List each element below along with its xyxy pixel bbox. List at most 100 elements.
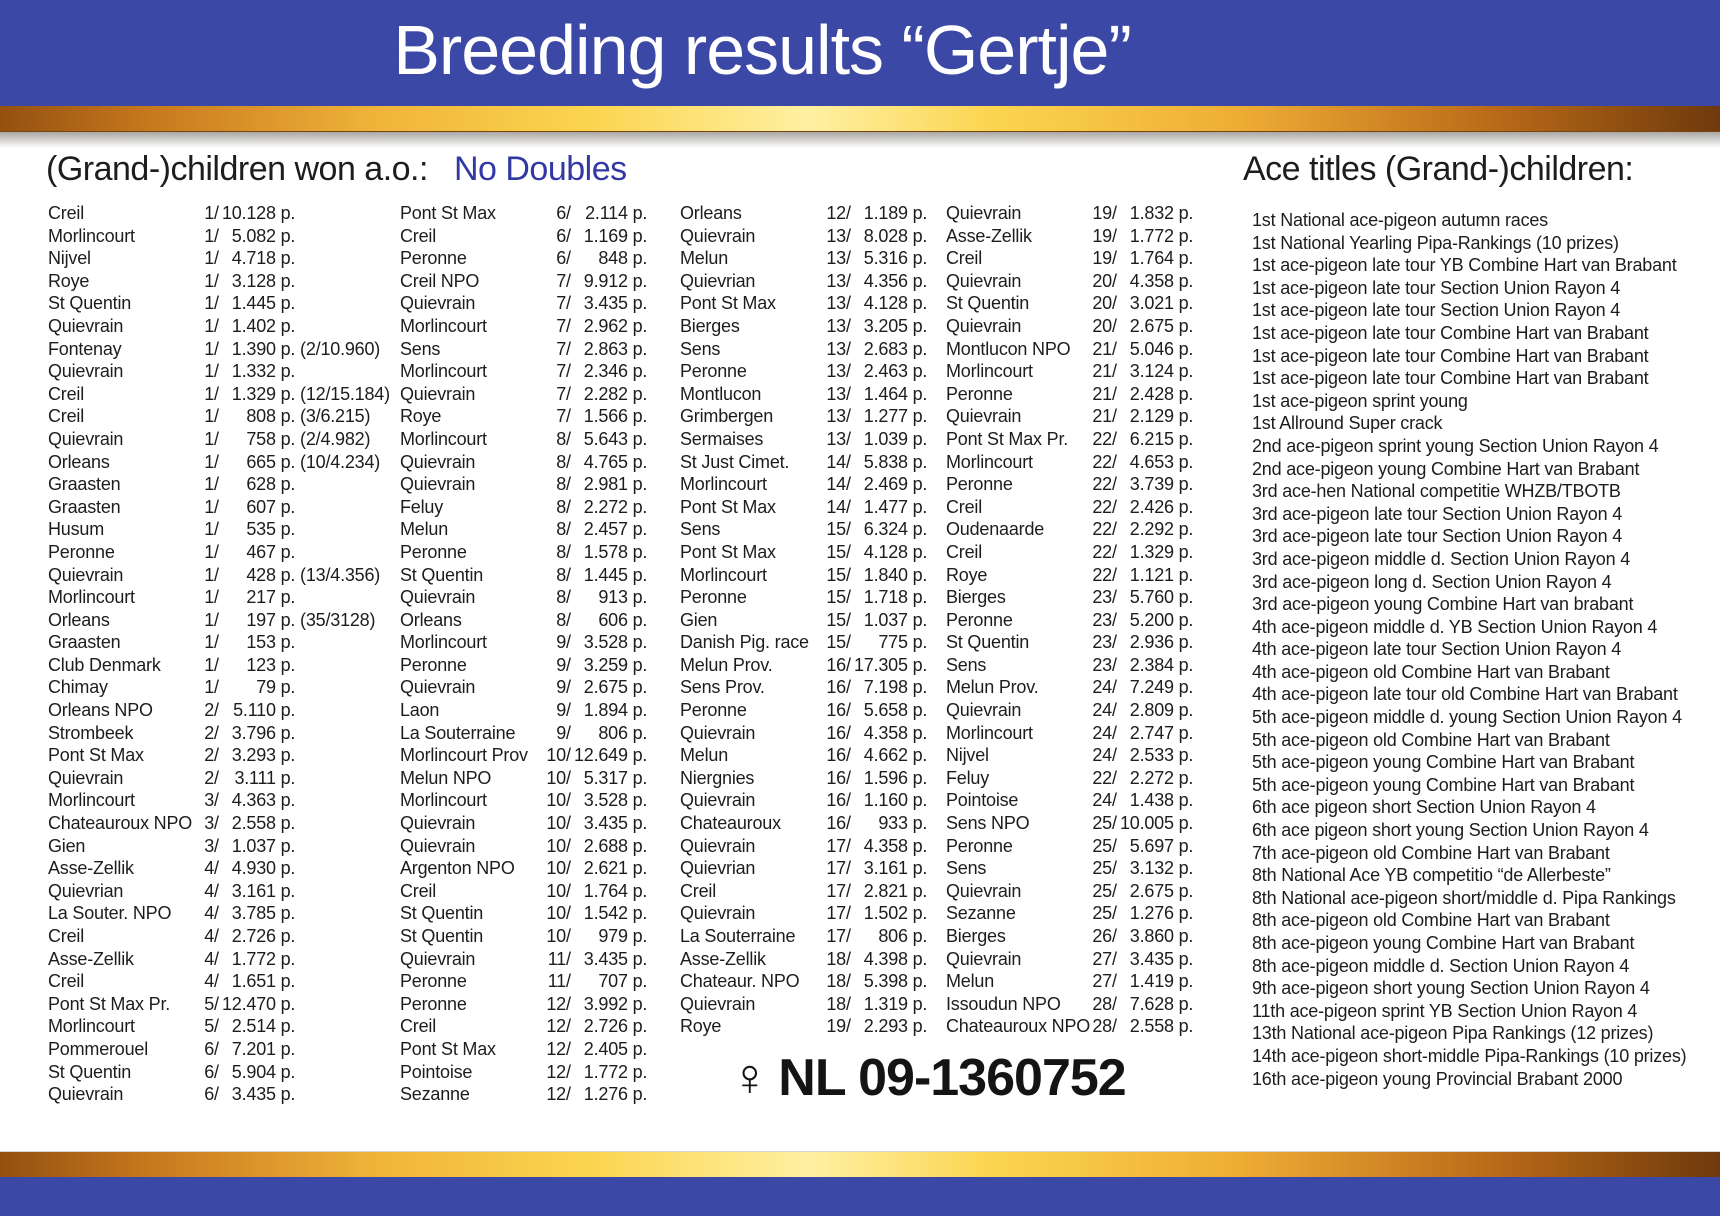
race-name: Niergnies	[680, 767, 755, 788]
race-name: Roye	[680, 1016, 722, 1037]
result-row: Quievrain 1/ 758 p. (2/4.982)	[48, 428, 390, 451]
prize-position: 8	[556, 496, 566, 517]
race-name: Creil	[400, 880, 437, 901]
prize-position: 10	[546, 790, 566, 811]
unit-label: p.	[907, 406, 928, 427]
ace-title-item: 5th ace-pigeon old Combine Hart van Brab…	[1252, 729, 1610, 750]
unit-label: p.	[907, 315, 928, 336]
slash: /	[566, 880, 571, 901]
prize-position: 20	[1092, 293, 1112, 314]
result-row: Bierges 23/ 5.760 p.	[946, 586, 1193, 609]
prize-position: 16	[826, 677, 846, 698]
race-name: La Souter. NPO	[48, 903, 172, 924]
prize-position: 10	[546, 767, 566, 788]
result-row: Quievrain 8/ 2.981 p.	[400, 473, 647, 496]
participants-count: 5.046	[1129, 338, 1174, 359]
unit-label: p.	[275, 835, 296, 856]
participants-count: 2.675	[1129, 315, 1174, 336]
prize-position: 23	[1092, 632, 1112, 653]
participants-count: 1.169	[583, 225, 628, 246]
slash: /	[214, 496, 219, 517]
slash: /	[566, 813, 571, 834]
race-name: Sezanne	[946, 903, 1016, 924]
race-name: Pointoise	[400, 1061, 473, 1082]
ring-number-text: NL 09-1360752	[778, 1049, 1126, 1107]
participants-count: 4.765	[583, 451, 628, 472]
participants-count: 2.621	[583, 858, 628, 879]
slash: /	[1112, 428, 1117, 449]
race-name: Graasten	[48, 632, 121, 653]
result-row: Morlincourt 7/ 2.962 p.	[400, 315, 647, 338]
unit-label: p.	[907, 632, 928, 653]
slash: /	[214, 428, 219, 449]
race-name: Quievrian	[680, 270, 756, 291]
result-row: Sens 13/ 2.683 p.	[680, 338, 927, 361]
race-name: Pont St Max Pr.	[48, 993, 171, 1014]
unit-label: p.	[1173, 745, 1194, 766]
participants-count: 1.276	[583, 1084, 628, 1105]
result-row: Quievrain 8/ 4.765 p.	[400, 451, 647, 474]
race-name: Morlincourt	[946, 451, 1033, 472]
unit-label: p.	[1173, 406, 1194, 427]
prize-position: 23	[1092, 587, 1112, 608]
race-name: Sens	[946, 654, 987, 675]
slash: /	[214, 203, 219, 223]
ring-number: ♀ NL 09-1360752	[628, 1048, 1228, 1108]
result-row: Quievrain 7/ 3.435 p.	[400, 292, 647, 315]
race-name: Quievrain	[946, 700, 1022, 721]
prize-position: 3	[204, 813, 214, 834]
slash: /	[846, 948, 851, 969]
prize-position: 4	[204, 858, 214, 879]
result-row: Quievrain 1/ 428 p. (13/4.356)	[48, 564, 390, 587]
prize-position: 8	[556, 451, 566, 472]
participants-count: 5.082	[231, 225, 276, 246]
race-name: Quievrain	[946, 203, 1022, 223]
race-name: Husum	[48, 519, 105, 540]
ace-title-item: 3rd ace-pigeon late tour Section Union R…	[1252, 503, 1623, 524]
slash: /	[566, 926, 571, 946]
prize-position: 7	[556, 293, 566, 314]
slash: /	[214, 406, 219, 427]
ace-title-item: 13th National ace-pigeon Pipa Rankings (…	[1252, 1023, 1654, 1044]
slash: /	[566, 428, 571, 449]
participants-count: 4.358	[863, 835, 908, 856]
result-row: Quievrain 16/ 4.358 p.	[680, 722, 927, 745]
participants-count: 5.200	[1129, 609, 1174, 630]
prize-position: 1	[204, 315, 214, 336]
page-title: Breeding results “Gertje”	[393, 11, 1132, 89]
result-row: Peronne 11/ 707 p.	[400, 970, 647, 993]
slash: /	[1112, 406, 1117, 427]
result-row: Morlincourt 8/ 5.643 p.	[400, 428, 647, 451]
slash: /	[846, 248, 851, 269]
prize-position: 6	[556, 203, 566, 223]
prize-position: 19	[1092, 248, 1112, 269]
race-name: Danish Pig. race	[680, 632, 809, 653]
unit-label: p.	[1173, 813, 1194, 834]
prize-position: 25	[1092, 813, 1112, 834]
result-row: Quievrain 18/ 1.319 p.	[680, 993, 927, 1016]
slash: /	[846, 790, 851, 811]
slash: /	[214, 564, 219, 585]
race-name: Graasten	[48, 496, 121, 517]
result-row: Peronne 25/ 5.697 p.	[946, 835, 1193, 858]
result-row: Melun 16/ 4.662 p.	[680, 744, 927, 767]
unit-label: p.	[1173, 654, 1194, 675]
slash: /	[566, 745, 571, 766]
prize-position: 25	[1092, 835, 1112, 856]
unit-label: p.	[907, 519, 928, 540]
prize-position: 8	[556, 474, 566, 495]
prize-position: 13	[826, 248, 846, 269]
prize-position: 5	[204, 1016, 214, 1037]
unit-label: p.	[1173, 767, 1194, 788]
participants-count: 1.502	[863, 903, 908, 924]
race-name: Quievrain	[400, 383, 476, 404]
participants-count: 17.305	[853, 654, 908, 675]
result-row: Quievrain 27/ 3.435 p.	[946, 948, 1193, 971]
participants-count: 7.628	[1129, 993, 1174, 1014]
ace-title-item: 1st National ace-pigeon autumn races	[1252, 210, 1548, 230]
result-row: Sermaises 13/ 1.039 p.	[680, 428, 927, 451]
slash: /	[1112, 496, 1117, 517]
result-row: Creil 4/ 1.651 p.	[48, 970, 390, 993]
slash: /	[566, 858, 571, 879]
unit-label: p.	[275, 971, 296, 992]
